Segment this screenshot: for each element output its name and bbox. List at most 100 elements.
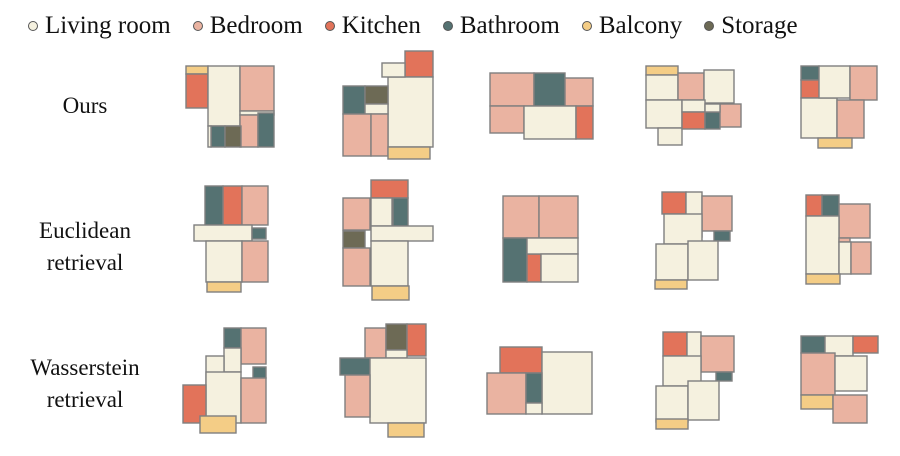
living-room — [370, 240, 409, 287]
storage-room — [342, 230, 366, 249]
row-label-ours-line-1: Ours — [62, 93, 108, 118]
floor-plan-r2-c4 — [654, 191, 733, 290]
living-room — [385, 349, 408, 359]
balcony-room — [817, 137, 853, 149]
bathroom-room — [713, 230, 731, 242]
bedroom-room — [700, 335, 735, 373]
kitchen-room — [852, 335, 879, 354]
bedroom-room — [538, 195, 579, 239]
bedroom-room — [240, 377, 267, 424]
kitchen-room — [222, 185, 243, 226]
legend-label-balcony: Balcony — [598, 12, 683, 39]
kitchen-room — [661, 191, 687, 215]
legend-dot-bedroom — [192, 21, 203, 31]
living-room — [525, 402, 543, 415]
kitchen-room — [370, 179, 409, 199]
row-label-ours: Ours — [0, 90, 170, 122]
storage-room — [385, 323, 408, 351]
living-room — [193, 224, 253, 242]
living-room — [645, 74, 679, 101]
balcony-room — [655, 418, 689, 430]
bedroom-room — [370, 113, 389, 157]
living-room — [207, 65, 241, 127]
living-room — [663, 213, 703, 245]
bedroom-room — [344, 374, 371, 418]
floor-plan-r3-c5 — [800, 335, 879, 424]
bathroom-room — [342, 85, 366, 115]
balcony-room — [805, 273, 841, 285]
row-label-wasserstein-line-1: Wasserstein — [30, 355, 140, 380]
floor-plan-r3-c3 — [486, 346, 593, 415]
floor-plan-r2-c5 — [805, 194, 872, 285]
kitchen-room — [575, 105, 594, 140]
legend-item-storage: Storage — [704, 12, 798, 40]
living-room — [523, 105, 577, 140]
legend-dot-bathroom — [442, 21, 453, 31]
bedroom-room — [240, 327, 267, 365]
bathroom-room — [339, 357, 371, 376]
bathroom-room — [704, 111, 721, 130]
balcony-room — [645, 65, 679, 76]
living-room — [687, 380, 720, 421]
living-room — [370, 197, 393, 227]
floor-plan-r3-c1 — [182, 327, 267, 434]
living-room — [364, 103, 389, 115]
bathroom-room — [821, 194, 840, 217]
balcony-room — [800, 394, 834, 410]
bedroom-room — [677, 72, 705, 101]
bedroom-room — [241, 240, 269, 283]
living-room — [370, 225, 434, 242]
bathroom-room — [252, 366, 267, 379]
living-room — [703, 69, 735, 104]
bedroom-room — [239, 114, 259, 148]
living-room — [838, 241, 852, 275]
floor-plan-r1-c4 — [645, 65, 742, 146]
bedroom-room — [486, 372, 527, 415]
living-room — [207, 125, 212, 148]
bathroom-room — [715, 371, 733, 382]
balcony-room — [206, 281, 242, 293]
kitchen-room — [185, 73, 209, 109]
bedroom-room — [838, 203, 871, 239]
living-room — [381, 62, 406, 78]
bathroom-room — [533, 72, 566, 107]
living-room — [205, 240, 243, 283]
bedroom-room — [342, 113, 372, 157]
bedroom-room — [719, 103, 742, 128]
legend-label-bathroom: Bathroom — [459, 12, 560, 39]
living-room — [645, 99, 683, 129]
living-room — [369, 357, 427, 424]
row-label-euclidean: Euclidean retrieval — [0, 215, 170, 279]
kitchen-room — [499, 346, 543, 374]
row-label-wasserstein-line-2: retrieval — [46, 387, 124, 412]
living-room — [687, 240, 719, 281]
legend-label-kitchen: Kitchen — [341, 12, 421, 39]
legend-dot-balcony — [581, 21, 592, 31]
balcony-room — [185, 65, 209, 75]
bathroom-room — [204, 185, 224, 226]
floor-plan-r2-c3 — [502, 195, 579, 283]
bedroom-room — [342, 197, 371, 231]
kitchen-room — [406, 323, 427, 357]
living-room — [657, 127, 683, 146]
living-room — [818, 65, 851, 99]
living-room — [655, 385, 689, 423]
living-room — [681, 99, 706, 113]
bedroom-room — [849, 65, 878, 101]
floor-plan-r1-c5 — [800, 65, 878, 149]
legend-dot-living-room — [28, 21, 38, 31]
kitchen-room — [662, 331, 688, 357]
legend-dot-storage — [704, 21, 715, 31]
legend-label-bedroom: Bedroom — [209, 12, 303, 39]
floor-plan-r3-c4 — [655, 331, 735, 430]
row-label-euclidean-line-2: retrieval — [46, 250, 124, 275]
living-room — [387, 76, 434, 148]
bathroom-room — [223, 327, 242, 349]
balcony-room — [371, 285, 410, 301]
legend-item-living-room: Living room — [28, 12, 171, 40]
living-room — [540, 253, 579, 283]
bedroom-room — [800, 352, 836, 396]
living-room — [655, 243, 689, 281]
bathroom-room — [251, 227, 267, 240]
living-room — [223, 347, 242, 373]
